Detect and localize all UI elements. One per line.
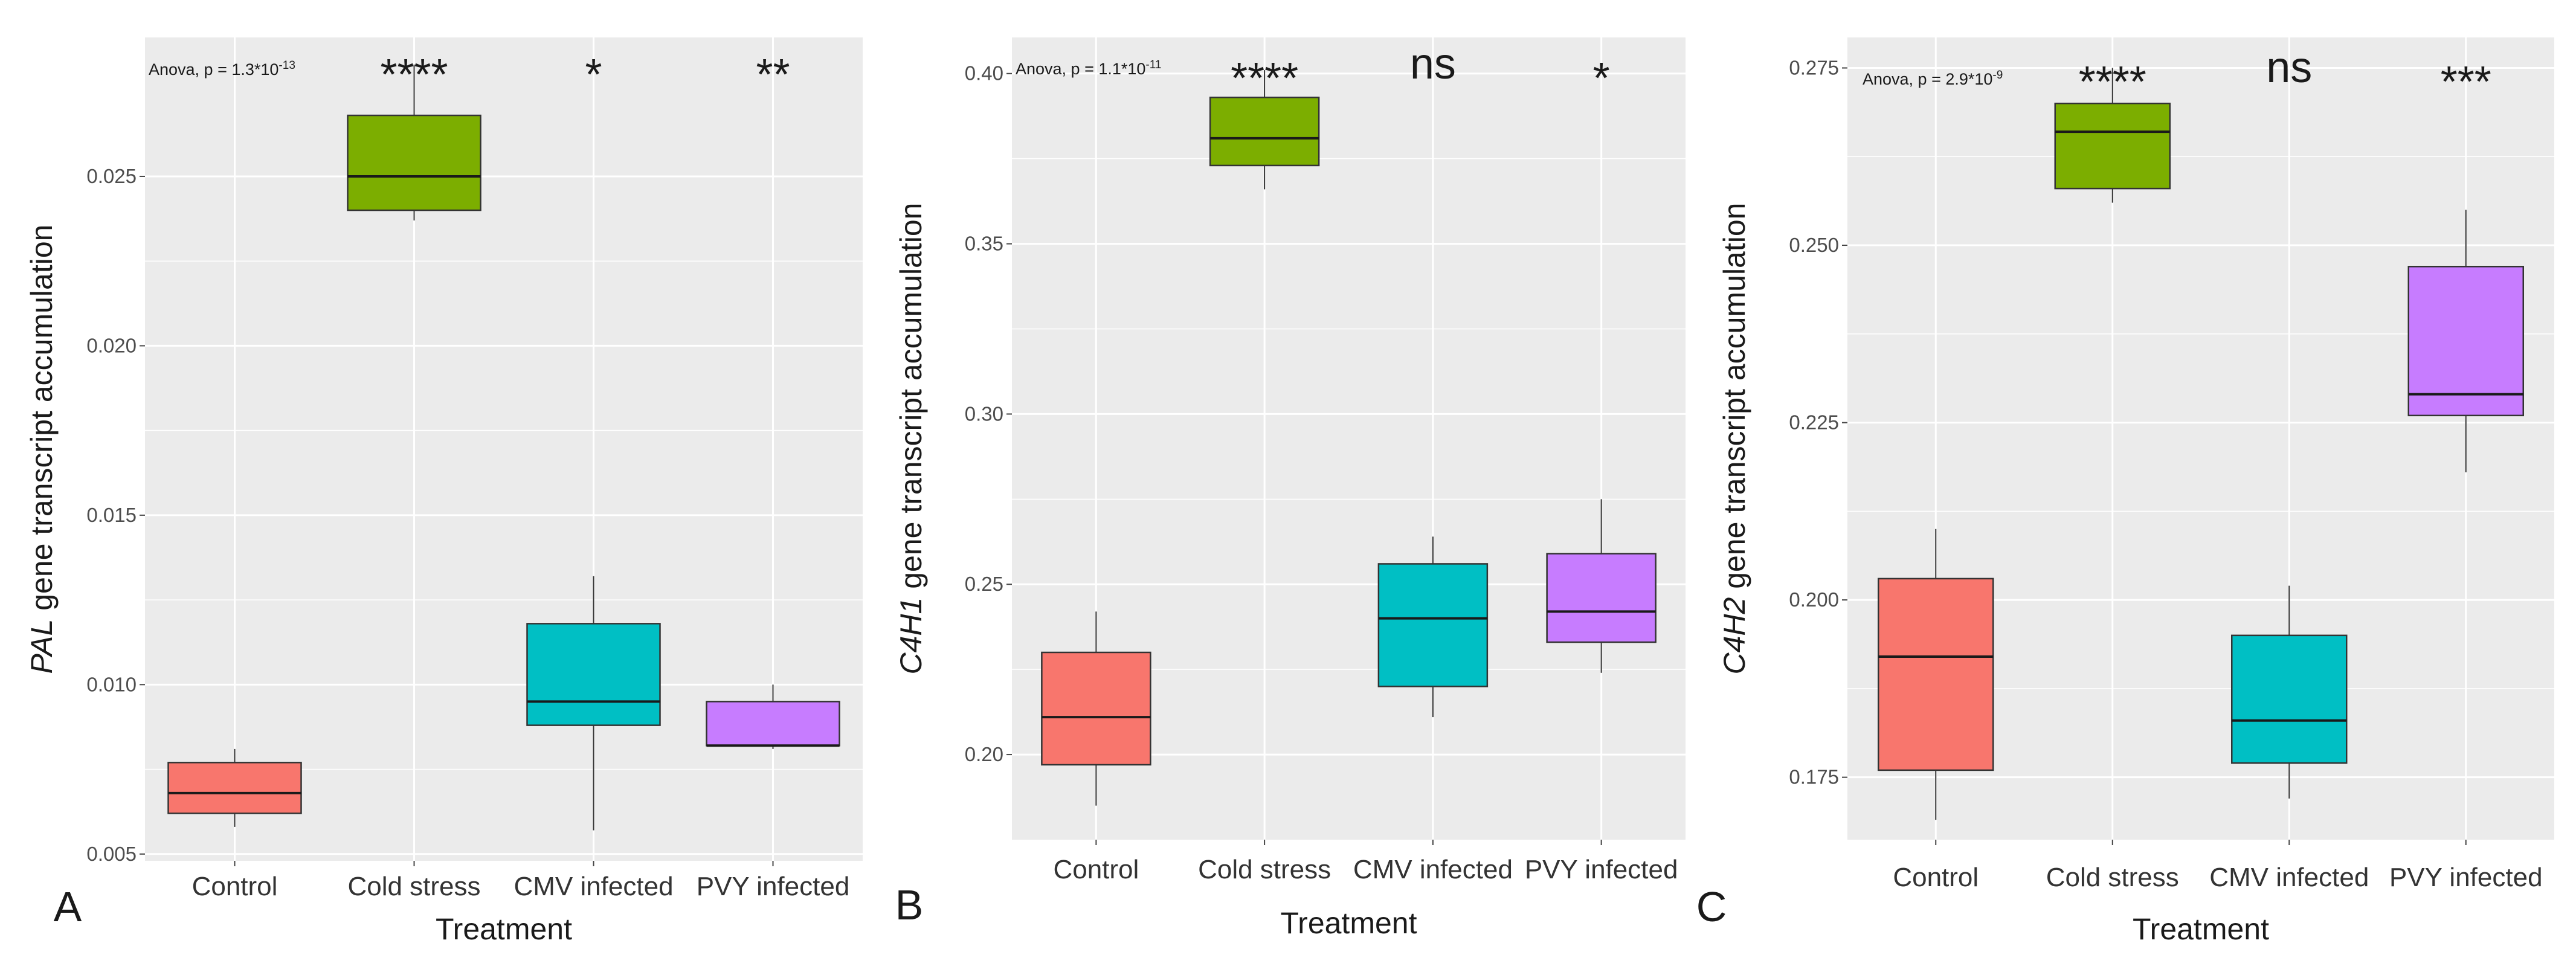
y-tick-label: 0.35	[965, 233, 1003, 255]
y-tick-label: 0.40	[965, 62, 1003, 85]
significance-label: ****	[380, 51, 448, 99]
box-body	[2231, 634, 2348, 764]
x-axis-title: Treatment	[436, 912, 572, 946]
x-category-label: Cold stress	[347, 872, 480, 901]
box-pvy-infected	[2407, 210, 2524, 472]
x-category-label: PVY infected	[697, 872, 850, 901]
y-tick-label: 0.015	[86, 504, 137, 526]
panel-letter: B	[895, 881, 924, 928]
panel-a: 0.005 0.010 0.015 0.020 0.025 Control Cold str…	[25, 37, 863, 946]
x-category-label: Control	[1053, 855, 1139, 884]
box-control	[1878, 529, 1994, 820]
panel-letter: A	[54, 883, 82, 930]
significance-label: ***	[2441, 58, 2491, 106]
box-cold-stress	[347, 64, 481, 220]
box-pvy-infected	[706, 684, 840, 749]
x-category-label: PVY infected	[1525, 855, 1678, 884]
x-category-label: CMV infected	[514, 872, 673, 901]
y-axis-title: C4H1 gene transcript accumulation	[894, 203, 928, 675]
y-axis-title: PAL gene transcript accumulation	[25, 225, 59, 674]
x-category-label: Control	[192, 872, 278, 901]
box-body	[2054, 102, 2171, 190]
x-category-label: PVY infected	[2389, 863, 2543, 892]
significance-label: *	[1593, 54, 1610, 103]
y-tick-label: 0.005	[86, 843, 137, 865]
box-body	[706, 701, 840, 747]
y-tick-label: 0.225	[1789, 411, 1839, 434]
x-category-label: Cold stress	[1198, 855, 1331, 884]
y-axis-title: C4H2 gene transcript accumulation	[1718, 203, 1751, 675]
anova-annotation: Anova, p = 1.3*10-13	[149, 59, 295, 79]
box-body	[1878, 577, 1994, 771]
box-body	[1041, 651, 1151, 766]
box-control	[1041, 611, 1151, 806]
box-body	[2407, 266, 2524, 417]
significance-label: ns	[2266, 43, 2312, 92]
y-tick-label: 0.250	[1789, 234, 1839, 256]
box-cold-stress	[2054, 68, 2171, 203]
box-body	[1209, 96, 1320, 167]
box-control	[167, 748, 302, 827]
box-body	[1546, 553, 1657, 643]
box-cold-stress	[1209, 70, 1320, 190]
y-tick-label: 0.275	[1789, 56, 1839, 79]
y-tick-label: 0.30	[965, 402, 1003, 425]
y-tick-label: 0.025	[86, 165, 137, 187]
y-tick-label: 0.010	[86, 673, 137, 695]
x-category-label: CMV infected	[1353, 855, 1513, 884]
box-body	[347, 114, 481, 211]
panel-letter: C	[1696, 883, 1727, 930]
box-cmv-infected	[2231, 585, 2348, 799]
box-pvy-infected	[1546, 499, 1657, 673]
y-tick-label: 0.200	[1789, 588, 1839, 611]
y-tick-label: 0.25	[965, 573, 1003, 595]
significance-label: ****	[1231, 54, 1298, 103]
y-tick-label: 0.175	[1789, 766, 1839, 788]
significance-label: *	[585, 51, 602, 99]
box-body	[526, 623, 661, 726]
box-body	[1377, 563, 1489, 687]
x-category-label: Cold stress	[2046, 863, 2179, 892]
anova-annotation: Anova, p = 2.9*10-9	[1863, 69, 2003, 88]
x-category-label: Control	[1893, 863, 1979, 892]
anova-annotation: Anova, p = 1.1*10-11	[1016, 59, 1161, 78]
panel-c: 0.175 0.200 0.225 0.250 0.275 Control Cold str…	[1696, 37, 2554, 946]
y-tick-label: 0.020	[86, 334, 137, 356]
box-cmv-infected	[1377, 536, 1489, 718]
y-tick-label: 0.20	[965, 743, 1003, 765]
x-category-label: CMV infected	[2209, 863, 2369, 892]
significance-label: ****	[2079, 58, 2146, 106]
box-body	[167, 762, 302, 814]
x-axis-title: Treatment	[1280, 906, 1417, 940]
significance-label: ns	[1410, 40, 1456, 88]
x-axis-title: Treatment	[2133, 912, 2269, 946]
significance-label: **	[756, 51, 790, 99]
box-cmv-infected	[526, 576, 661, 831]
